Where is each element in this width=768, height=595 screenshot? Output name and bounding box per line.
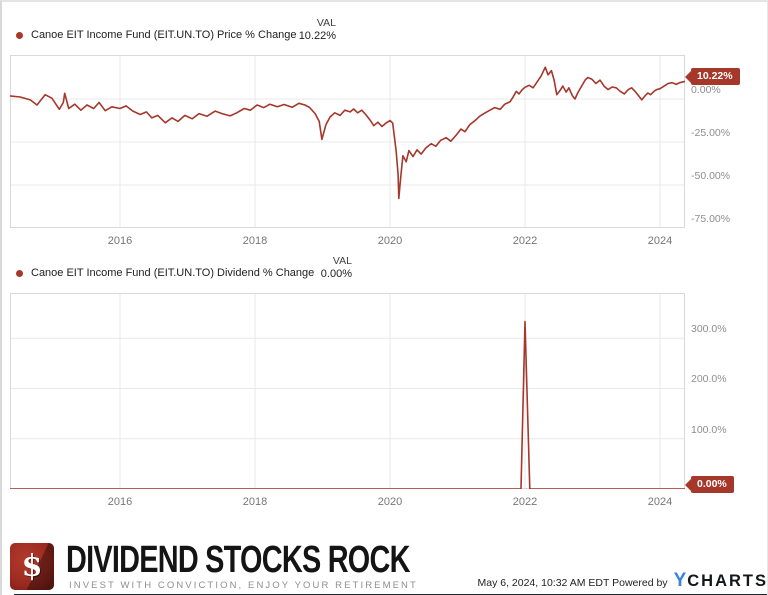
x-axis-tick-label: 2018 [242,496,268,508]
dividend-val-value: 0.00% [320,268,352,280]
dividend-stocks-rock-logo-icon: $ [10,543,54,590]
x-axis-tick-label: 2024 [647,235,673,247]
dividend-val-header: VAL [332,255,352,267]
x-axis-tick-label: 2020 [377,496,403,508]
price-current-value-badge: 10.22% [685,68,740,86]
x-axis-tick-label: 2022 [512,235,538,247]
x-axis-tick-label: 2016 [107,235,133,247]
price-series-dot-icon [16,32,23,39]
x-axis-tick-label: 2020 [377,235,403,247]
price-val-value: 10.22% [298,30,336,42]
price-legend-label: Canoe EIT Income Fund (EIT.UN.TO) Price … [31,29,297,41]
dividend-chart-plot [10,293,685,489]
y-axis-tick-label: 300.0% [691,323,727,336]
price-chart-plot [10,55,685,228]
y-axis-tick-label: 0.00% [691,84,721,97]
ycharts-logo-y-icon: Y [673,570,688,591]
brand-tagline: INVEST WITH CONVICTION, ENJOY YOUR RETIR… [69,580,418,591]
y-axis-tick-label: -25.00% [691,127,731,140]
brand-title: DIVIDEND STOCKS ROCK [66,539,410,581]
y-axis-tick-label: -75.00% [691,213,731,225]
x-axis-tick-label: 2016 [107,496,133,508]
ycharts-logo-text: CHARTS [687,572,768,590]
dividend-legend-label: Canoe EIT Income Fund (EIT.UN.TO) Divide… [31,267,315,279]
price-val-header: VAL [316,17,336,29]
x-axis-tick-label: 2022 [512,496,538,508]
y-axis-tick-label: 200.0% [691,373,727,386]
y-axis-tick-label: 100.0% [691,423,727,436]
dividend-series-dot-icon [16,270,23,277]
x-axis-tick-label: 2024 [647,496,673,508]
dollar-sign-icon: $ [21,548,43,584]
x-axis-tick-label: 2018 [242,235,268,247]
y-axis-tick-label: -50.00% [691,170,731,182]
timestamp: May 6, 2024, 10:32 AM EDT Powered by [477,577,668,589]
dividend-current-value-badge: 0.00% [685,476,734,493]
powered-by-row: May 6, 2024, 10:32 AM EDT Powered by Y CH… [442,570,768,591]
